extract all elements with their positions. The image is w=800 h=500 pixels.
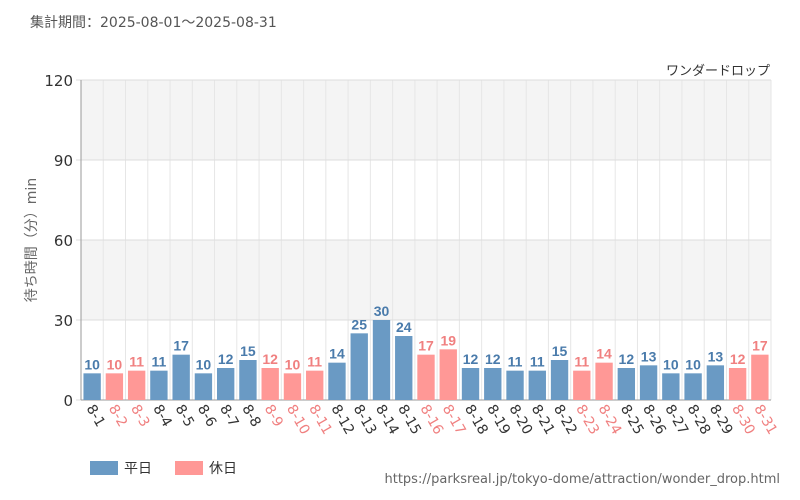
bar (484, 368, 502, 400)
bar (127, 370, 146, 400)
bar (506, 370, 524, 400)
legend-weekday-label: 平日 (124, 461, 152, 477)
value-label: 12 (463, 351, 479, 367)
value-label: 10 (84, 356, 100, 372)
value-label: 15 (552, 343, 568, 359)
x-tick-label: 8-6 (194, 402, 219, 430)
y-tick-label: 120 (44, 72, 73, 90)
legend-holiday-label: 休日 (209, 461, 237, 477)
bar (706, 365, 725, 400)
bar (728, 368, 747, 400)
bar (617, 368, 636, 400)
bar (595, 362, 613, 400)
value-label: 12 (619, 351, 635, 367)
source-url: https://parksreal.jp/tokyo-dome/attracti… (384, 472, 781, 487)
value-label: 11 (307, 354, 322, 370)
legend-holiday: 休日 (175, 458, 237, 478)
value-labels: 10 10 11 11 17 10 12 15 12 10 11 14 25 30 24 17 19 12 12 11… (84, 303, 768, 372)
bar (194, 373, 213, 400)
bar (350, 333, 368, 400)
bar (83, 373, 101, 400)
bar (372, 320, 391, 400)
value-label: 24 (396, 319, 412, 335)
value-label: 10 (685, 356, 701, 372)
x-tick-labels: 8-18-28-38-48-58-68-78-88-98-108-118-128… (83, 402, 780, 438)
value-label: 30 (374, 303, 390, 319)
y-tick-labels: 0 30 60 90 120 (44, 72, 73, 410)
x-tick-label: 8-3 (127, 402, 152, 430)
bar (239, 360, 257, 400)
y-tick-label: 30 (54, 312, 73, 330)
bar (105, 373, 124, 400)
x-tick-label: 8-31 (750, 402, 780, 438)
bar (306, 370, 324, 400)
bar (439, 349, 457, 400)
bar (172, 354, 190, 400)
value-label: 10 (663, 356, 679, 372)
legend-weekday: 平日 (90, 458, 152, 478)
attraction-name: ワンダードロップ (665, 64, 770, 79)
x-tick-label: 8-7 (216, 402, 241, 430)
value-label: 19 (440, 332, 456, 348)
value-label: 10 (285, 356, 301, 372)
value-label: 11 (151, 354, 166, 370)
value-label: 13 (708, 348, 724, 364)
bar (261, 368, 279, 400)
value-label: 17 (752, 338, 768, 354)
value-label: 14 (596, 346, 612, 362)
value-label: 11 (129, 354, 144, 370)
value-label: 25 (351, 316, 367, 332)
bar (461, 368, 480, 400)
bar (395, 336, 413, 400)
x-tick-label: 8-2 (105, 402, 130, 430)
x-tick-label: 8-5 (172, 402, 197, 430)
value-label: 12 (262, 351, 278, 367)
period-label: 集計期間：2025-08-01～2025-08-31 (30, 15, 277, 31)
wait-time-bar-chart: 0 30 60 90 120 10 10 11 11 17 10 12 15 12 10 11 14 25 30 2… (24, 72, 780, 438)
value-label: 10 (196, 356, 212, 372)
holiday-swatch (175, 461, 203, 475)
bar (639, 365, 658, 400)
y-tick-label: 60 (54, 232, 73, 250)
bar (328, 362, 346, 400)
value-label: 14 (329, 346, 345, 362)
bar (283, 373, 302, 400)
bar (150, 370, 168, 400)
x-tick-label: 8-9 (261, 402, 286, 430)
value-label: 11 (574, 354, 589, 370)
value-label: 11 (508, 354, 523, 370)
bar (662, 373, 680, 400)
plot-band (81, 240, 771, 320)
bar (751, 354, 769, 400)
value-label: 10 (107, 356, 123, 372)
plot-band (81, 80, 771, 160)
y-tick-label: 90 (54, 152, 73, 170)
bar (573, 370, 591, 400)
bar (550, 360, 569, 400)
bar (216, 368, 235, 400)
x-tick-label: 8-1 (83, 402, 108, 430)
value-label: 15 (240, 343, 256, 359)
weekday-swatch (90, 461, 118, 475)
value-label: 11 (530, 354, 545, 370)
bar (528, 370, 546, 400)
value-label: 12 (485, 351, 501, 367)
value-label: 17 (418, 338, 434, 354)
bars (83, 320, 769, 400)
value-label: 12 (730, 351, 746, 367)
value-label: 12 (218, 351, 234, 367)
value-label: 17 (173, 338, 189, 354)
x-tick-label: 8-4 (149, 402, 174, 430)
x-tick-label: 8-8 (238, 402, 263, 430)
value-label: 13 (641, 348, 657, 364)
y-tick-label: 0 (63, 392, 73, 410)
bar (684, 373, 702, 400)
plot-band (81, 160, 771, 240)
bar (417, 354, 435, 400)
y-axis-label: 待ち時間（分）min (24, 178, 40, 302)
